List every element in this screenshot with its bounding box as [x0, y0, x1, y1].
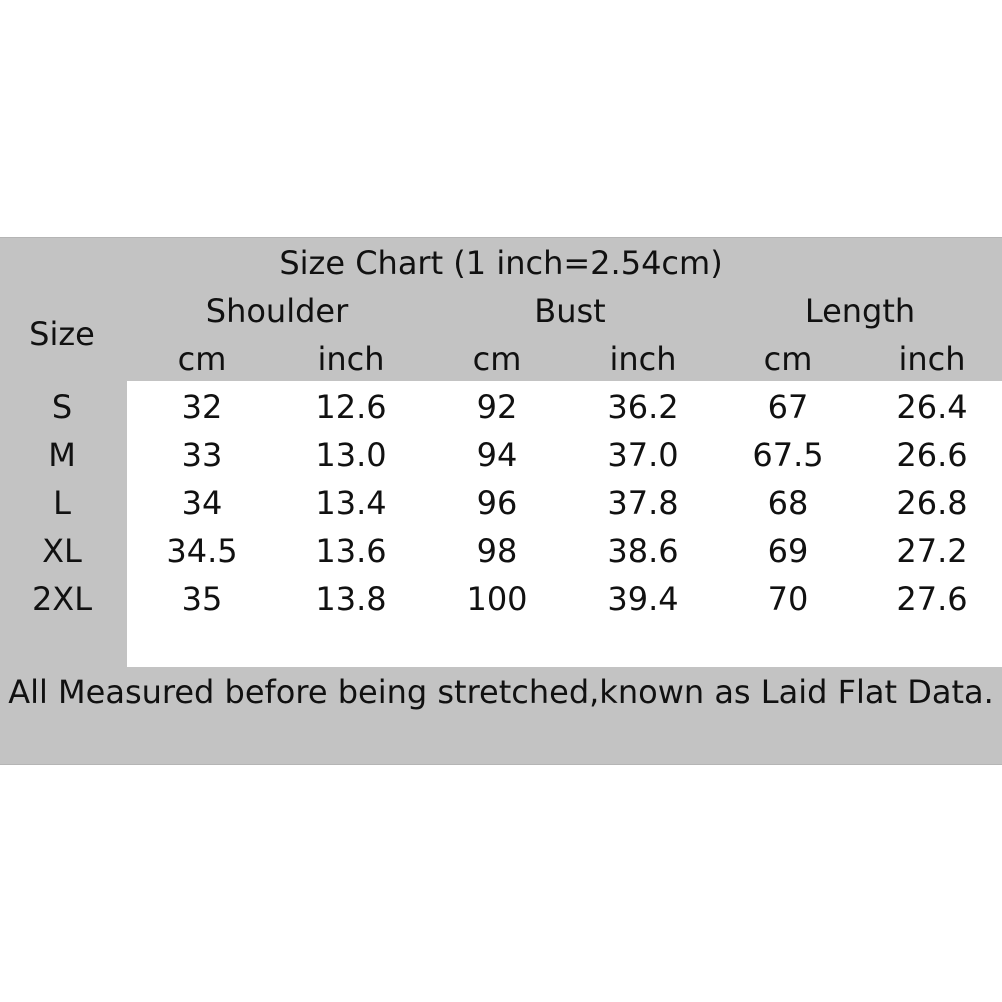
group-header: Shoulder	[205, 292, 349, 330]
table-cell: 67.5	[752, 436, 824, 474]
size-header: Size	[29, 315, 95, 353]
table-cell: 32	[181, 388, 223, 426]
group-header: Length	[804, 292, 916, 330]
table-cell: 68	[767, 484, 809, 522]
table-cell: 35	[181, 580, 223, 618]
table-cell: 26.4	[896, 388, 968, 426]
table-cell: 26.8	[896, 484, 968, 522]
table-cell: 38.6	[607, 532, 679, 570]
table-cell: 13.4	[315, 484, 387, 522]
table-cell: 69	[767, 532, 809, 570]
table-cell: 37.0	[607, 436, 679, 474]
table-cell: 13.6	[315, 532, 387, 570]
unit-header: cm	[177, 340, 227, 378]
table-cell: 26.6	[896, 436, 968, 474]
table-body-area	[127, 381, 1002, 667]
group-header: Bust	[534, 292, 606, 330]
size-label: 2XL	[31, 580, 93, 618]
table-cell: 98	[476, 532, 518, 570]
table-cell: 67	[767, 388, 809, 426]
table-cell: 27.2	[896, 532, 968, 570]
table-cell: 34.5	[166, 532, 238, 570]
table-cell: 92	[476, 388, 518, 426]
table-cell: 33	[181, 436, 223, 474]
size-label: XL	[42, 532, 82, 570]
size-label: L	[53, 484, 71, 522]
unit-header: inch	[609, 340, 677, 378]
table-cell: 12.6	[315, 388, 387, 426]
size-label: S	[51, 388, 73, 426]
table-cell: 34	[181, 484, 223, 522]
table-cell: 37.8	[607, 484, 679, 522]
unit-header: cm	[763, 340, 813, 378]
table-cell: 94	[476, 436, 518, 474]
table-cell: 13.8	[315, 580, 387, 618]
table-cell: 96	[476, 484, 518, 522]
table-cell: 100	[466, 580, 528, 618]
table-cell: 70	[767, 580, 809, 618]
table-title: Size Chart (1 inch=2.54cm)	[279, 244, 723, 282]
unit-header: cm	[472, 340, 522, 378]
table-cell: 36.2	[607, 388, 679, 426]
footer-note: All Measured before being stretched,know…	[8, 673, 994, 711]
unit-header: inch	[317, 340, 385, 378]
table-cell: 13.0	[315, 436, 387, 474]
table-cell: 39.4	[607, 580, 679, 618]
table-cell: 27.6	[896, 580, 968, 618]
unit-header: inch	[898, 340, 966, 378]
size-label: M	[48, 436, 76, 474]
